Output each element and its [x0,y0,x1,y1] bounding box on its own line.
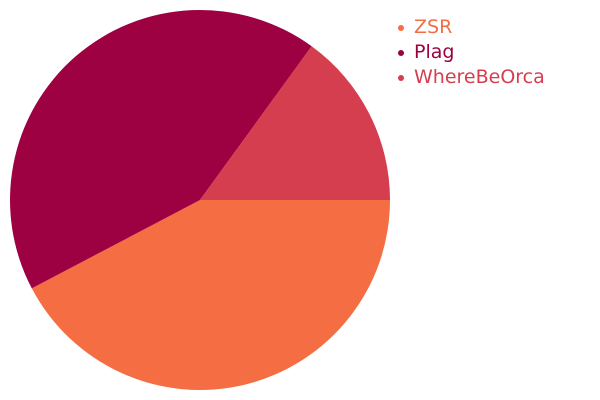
legend-marker [398,74,404,81]
legend-marker [398,24,404,31]
pie-slice-wherebeorca[interactable] [200,46,390,200]
legend-label: Plag [414,41,455,63]
legend-label: ZSR [414,16,453,38]
pie-slices [10,10,391,390]
legend-label: WhereBeOrca [414,66,545,88]
pie-slice-zsr[interactable] [31,200,391,390]
legend-item-zsr[interactable]: ZSR [398,15,545,40]
legend: ZSR Plag WhereBeOrca [398,15,545,90]
legend-item-plag[interactable]: Plag [398,40,545,65]
legend-item-wherebeorca[interactable]: WhereBeOrca [398,65,545,90]
pie-slice-plag[interactable] [10,10,312,289]
legend-marker [398,49,404,56]
